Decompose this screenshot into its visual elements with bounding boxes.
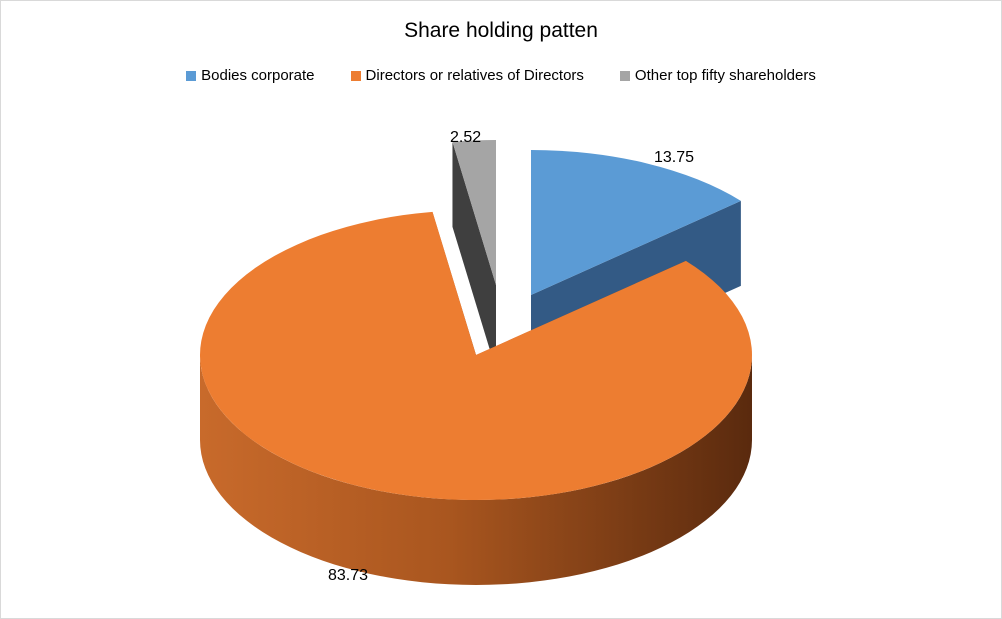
slice-top-directors [200, 211, 752, 501]
data-label-other-shareholders: 2.52 [450, 129, 481, 146]
slice-top-other-shareholders [452, 140, 496, 285]
legend: Bodies corporate Directors or relatives … [1, 67, 1001, 84]
legend-swatch-other-shareholders [619, 70, 630, 81]
legend-item-directors: Directors or relatives of Directors [350, 67, 584, 84]
data-label-bodies-corporate: 13.75 [654, 149, 694, 166]
legend-label-bodies-corporate: Bodies corporate [201, 67, 315, 84]
slice-side-directors [200, 355, 752, 585]
legend-label-other-shareholders: Other top fifty shareholders [634, 67, 816, 84]
slice-wall-start-other-shareholders [452, 141, 496, 370]
slice-top-bodies-corporate [531, 150, 741, 295]
legend-item-bodies-corporate: Bodies corporate [186, 67, 315, 84]
data-label-directors: 83.73 [328, 567, 368, 584]
chart-title: Share holding patten [404, 19, 598, 42]
legend-swatch-directors [350, 70, 361, 81]
slices-layer [200, 140, 752, 585]
legend-item-other-shareholders: Other top fifty shareholders [619, 67, 816, 84]
legend-swatch-bodies-corporate [186, 70, 197, 81]
legend-label-directors: Directors or relatives of Directors [365, 67, 584, 84]
